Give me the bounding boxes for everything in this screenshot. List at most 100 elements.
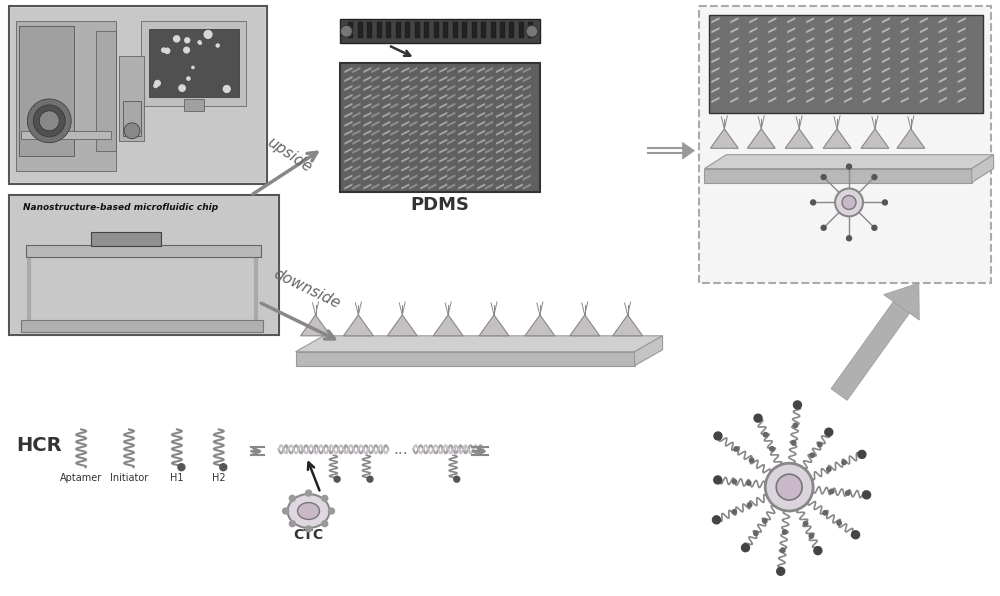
- Polygon shape: [515, 130, 523, 136]
- Circle shape: [858, 451, 866, 458]
- Polygon shape: [525, 315, 555, 336]
- Polygon shape: [882, 77, 890, 83]
- Polygon shape: [882, 27, 890, 33]
- Circle shape: [852, 531, 860, 539]
- Circle shape: [306, 490, 312, 496]
- Circle shape: [174, 36, 180, 42]
- Circle shape: [204, 30, 212, 38]
- Polygon shape: [401, 67, 409, 73]
- Polygon shape: [897, 129, 925, 148]
- Polygon shape: [382, 139, 390, 145]
- Circle shape: [179, 85, 185, 91]
- Polygon shape: [477, 139, 485, 145]
- Polygon shape: [382, 184, 390, 190]
- Circle shape: [322, 495, 328, 501]
- Bar: [123, 101, 141, 136]
- Polygon shape: [409, 94, 417, 100]
- Circle shape: [747, 503, 752, 507]
- Polygon shape: [787, 17, 795, 23]
- Polygon shape: [485, 130, 493, 136]
- Circle shape: [811, 200, 816, 205]
- Polygon shape: [515, 103, 523, 109]
- Polygon shape: [523, 85, 531, 91]
- Bar: [11, 197, 277, 333]
- Polygon shape: [504, 148, 512, 154]
- Bar: [500, 22, 505, 38]
- Circle shape: [827, 467, 831, 471]
- Polygon shape: [401, 76, 409, 82]
- Circle shape: [777, 567, 785, 575]
- Circle shape: [825, 428, 833, 436]
- Polygon shape: [806, 37, 814, 43]
- Polygon shape: [352, 94, 360, 100]
- Polygon shape: [344, 157, 352, 163]
- Polygon shape: [420, 139, 428, 145]
- Polygon shape: [371, 85, 379, 91]
- Polygon shape: [844, 47, 852, 53]
- Bar: [9, 195, 279, 335]
- Circle shape: [178, 464, 185, 471]
- Polygon shape: [825, 17, 833, 23]
- Polygon shape: [409, 76, 417, 82]
- Polygon shape: [711, 77, 719, 83]
- Polygon shape: [485, 112, 493, 118]
- Polygon shape: [882, 37, 890, 43]
- Polygon shape: [477, 130, 485, 136]
- Polygon shape: [409, 166, 417, 172]
- Polygon shape: [371, 130, 379, 136]
- Polygon shape: [958, 67, 966, 73]
- Polygon shape: [390, 94, 398, 100]
- Polygon shape: [710, 129, 738, 148]
- Polygon shape: [958, 37, 966, 43]
- Polygon shape: [785, 129, 813, 148]
- Polygon shape: [825, 57, 833, 63]
- Polygon shape: [352, 112, 360, 118]
- Polygon shape: [730, 57, 738, 63]
- Circle shape: [283, 508, 289, 514]
- Polygon shape: [730, 37, 738, 43]
- Bar: [405, 22, 410, 38]
- Polygon shape: [749, 77, 757, 83]
- Bar: [348, 22, 353, 38]
- Polygon shape: [382, 166, 390, 172]
- Polygon shape: [920, 27, 928, 33]
- Polygon shape: [420, 85, 428, 91]
- Polygon shape: [447, 184, 455, 190]
- Polygon shape: [390, 148, 398, 154]
- Polygon shape: [523, 121, 531, 127]
- Polygon shape: [352, 67, 360, 73]
- Polygon shape: [447, 166, 455, 172]
- Polygon shape: [711, 47, 719, 53]
- Polygon shape: [882, 67, 890, 73]
- Polygon shape: [496, 139, 504, 145]
- Polygon shape: [382, 130, 390, 136]
- Polygon shape: [466, 94, 474, 100]
- Polygon shape: [352, 76, 360, 82]
- Circle shape: [454, 476, 460, 482]
- Polygon shape: [458, 157, 466, 163]
- Polygon shape: [901, 67, 909, 73]
- Polygon shape: [825, 77, 833, 83]
- Text: CTC: CTC: [293, 528, 324, 542]
- Circle shape: [793, 423, 798, 427]
- Polygon shape: [420, 166, 428, 172]
- Polygon shape: [515, 76, 523, 82]
- Polygon shape: [428, 157, 436, 163]
- Polygon shape: [363, 184, 371, 190]
- Circle shape: [872, 225, 877, 230]
- Polygon shape: [428, 175, 436, 181]
- Polygon shape: [749, 17, 757, 23]
- Polygon shape: [458, 139, 466, 145]
- Polygon shape: [958, 77, 966, 83]
- Polygon shape: [485, 184, 493, 190]
- Polygon shape: [390, 121, 398, 127]
- Polygon shape: [363, 166, 371, 172]
- Polygon shape: [825, 27, 833, 33]
- Polygon shape: [352, 148, 360, 154]
- Polygon shape: [390, 184, 398, 190]
- Polygon shape: [344, 121, 352, 127]
- Circle shape: [754, 531, 758, 535]
- Polygon shape: [939, 87, 947, 93]
- Polygon shape: [768, 77, 776, 83]
- Polygon shape: [390, 166, 398, 172]
